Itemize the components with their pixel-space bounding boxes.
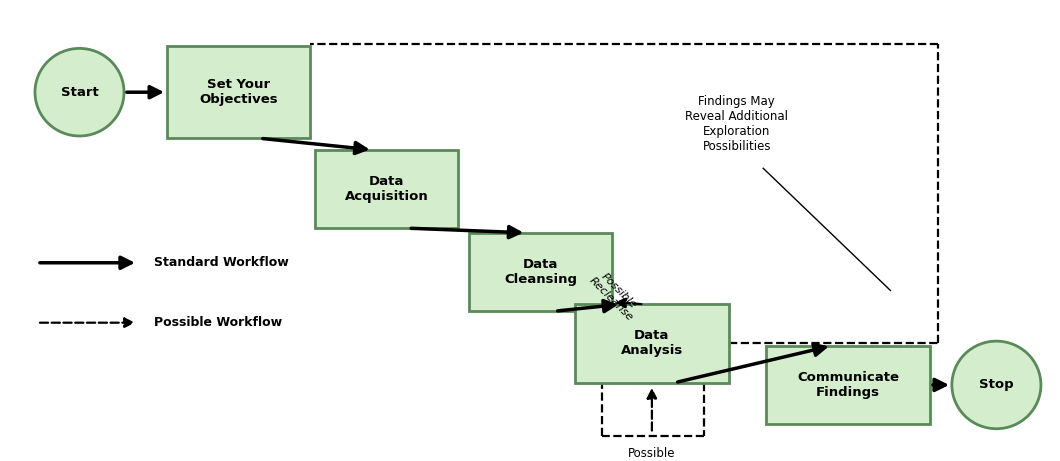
Text: Communicate
Findings: Communicate Findings — [797, 371, 899, 399]
Text: Stop: Stop — [979, 378, 1013, 391]
Ellipse shape — [952, 341, 1041, 429]
FancyBboxPatch shape — [167, 46, 310, 138]
Text: Possible Workflow: Possible Workflow — [154, 316, 282, 329]
Text: Data
Acquisition: Data Acquisition — [344, 175, 429, 203]
Text: Data
Analysis: Data Analysis — [621, 330, 683, 357]
Ellipse shape — [35, 48, 124, 136]
FancyBboxPatch shape — [575, 304, 729, 383]
Text: Standard Workflow: Standard Workflow — [154, 256, 288, 269]
Text: Data
Cleansing: Data Cleansing — [505, 258, 577, 286]
FancyBboxPatch shape — [765, 346, 931, 424]
Text: Possible
Reanalysis: Possible Reanalysis — [620, 447, 684, 461]
Text: Start: Start — [60, 86, 99, 99]
FancyBboxPatch shape — [469, 233, 613, 311]
Text: Set Your
Objectives: Set Your Objectives — [199, 78, 278, 106]
Text: Possible
Recleanse: Possible Recleanse — [587, 267, 642, 323]
FancyBboxPatch shape — [316, 150, 458, 228]
Text: Findings May
Reveal Additional
Exploration
Possibilities: Findings May Reveal Additional Explorati… — [685, 95, 789, 154]
